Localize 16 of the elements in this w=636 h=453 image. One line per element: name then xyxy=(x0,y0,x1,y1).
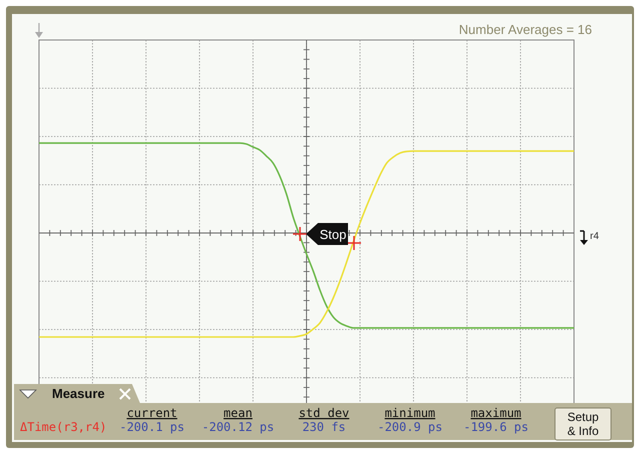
text: ΔTime(r3,r4) xyxy=(20,420,107,434)
text: -200.12 ps xyxy=(202,420,274,434)
text: -200.1 ps xyxy=(119,420,185,434)
text: Measure xyxy=(52,386,105,401)
text: maximum xyxy=(470,406,522,420)
text: Setup & Info xyxy=(567,410,600,438)
text: minimum xyxy=(384,406,436,420)
text: 230 fs xyxy=(302,420,346,434)
text: r4 xyxy=(590,231,600,242)
text: current xyxy=(126,406,178,420)
annotation: Stop xyxy=(320,227,346,242)
text: -199.6 ps xyxy=(463,420,529,434)
text: Number Averages = 16 xyxy=(458,22,592,37)
text: -200.9 ps xyxy=(377,420,443,434)
text: std dev xyxy=(298,406,350,420)
text: mean xyxy=(224,406,252,420)
